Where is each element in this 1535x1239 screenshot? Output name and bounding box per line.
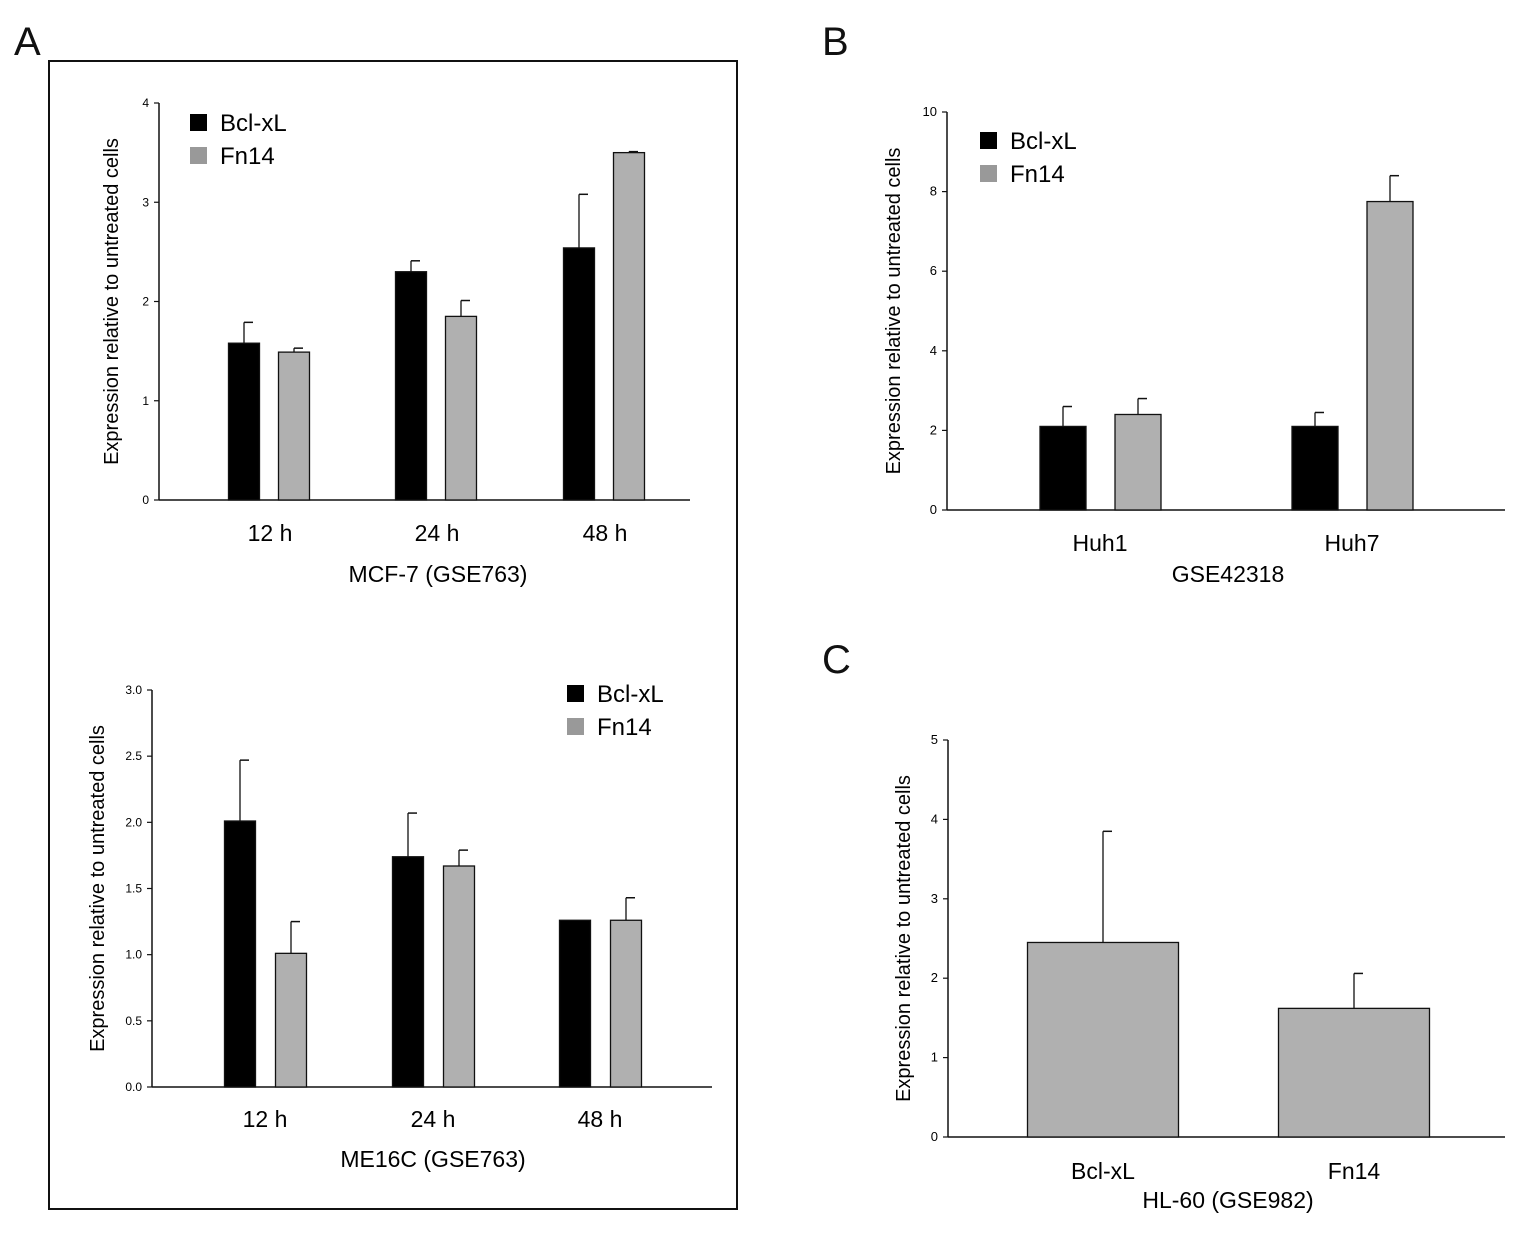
y-tick-label: 0 — [931, 1129, 938, 1144]
y-tick-label: 0 — [142, 493, 149, 507]
legend-swatch — [980, 165, 997, 182]
y-tick-label: 6 — [930, 263, 937, 278]
y-tick-label: 10 — [923, 104, 937, 119]
y-axis-label: Expression relative to untreated cells — [101, 138, 123, 465]
x-axis-label: ME16C (GSE763) — [340, 1146, 525, 1172]
legend-label: Fn14 — [220, 143, 275, 170]
y-tick-label: 5 — [931, 732, 938, 747]
bar-fn14 — [442, 865, 476, 1088]
panel-label-b: B — [822, 20, 849, 64]
x-tick-label: Huh1 — [1073, 530, 1128, 556]
x-tick-label: 12 h — [243, 1106, 288, 1132]
panel-label-c: C — [822, 638, 851, 682]
bar-bcl-xl — [223, 820, 257, 1088]
bar-bcl-xl — [227, 342, 261, 501]
bar-fn14 — [1366, 200, 1414, 511]
bar-fn14 — [1114, 413, 1162, 511]
y-tick-label: 2 — [930, 422, 937, 437]
y-axis-label: Expression relative to untreated cells — [893, 775, 915, 1102]
x-axis-label: GSE42318 — [1172, 561, 1285, 587]
x-tick-label: 24 h — [415, 520, 460, 546]
y-axis-label: Expression relative to untreated cells — [883, 148, 905, 475]
x-tick-label: Huh7 — [1325, 530, 1380, 556]
legend-swatch — [190, 114, 207, 131]
y-axis-label: Expression relative to untreated cells — [87, 725, 109, 1052]
x-tick-label: 48 h — [578, 1106, 623, 1132]
panel-label-a: A — [14, 20, 41, 64]
legend-swatch — [567, 718, 584, 735]
y-tick-label: 1.0 — [125, 948, 142, 962]
x-tick-label: Fn14 — [1328, 1158, 1381, 1184]
bar-bcl-xl — [1039, 425, 1087, 511]
bar-expression — [1277, 1007, 1431, 1138]
bar-fn14 — [609, 919, 643, 1088]
y-tick-label: 1 — [931, 1050, 938, 1065]
y-tick-label: 3.0 — [125, 683, 142, 697]
bar-bcl-xl — [394, 271, 428, 501]
legend-label: Bcl-xL — [597, 681, 664, 708]
x-tick-label: 48 h — [583, 520, 628, 546]
panel-a-frame — [48, 60, 738, 1210]
bar-expression — [1026, 941, 1180, 1138]
bar-fn14 — [277, 351, 311, 501]
x-tick-label: Bcl-xL — [1071, 1158, 1135, 1184]
legend-label: Bcl-xL — [1010, 128, 1077, 155]
y-tick-label: 0.5 — [125, 1014, 142, 1028]
y-tick-label: 3 — [931, 891, 938, 906]
y-tick-label: 2 — [931, 970, 938, 985]
bar-fn14 — [274, 952, 308, 1088]
bar-bcl-xl — [1291, 425, 1339, 511]
x-axis-label: HL-60 (GSE982) — [1142, 1187, 1313, 1213]
y-tick-label: 2 — [142, 295, 149, 309]
legend-swatch — [567, 685, 584, 702]
x-tick-label: 12 h — [248, 520, 293, 546]
y-tick-label: 2.5 — [125, 749, 142, 763]
y-tick-label: 1.5 — [125, 882, 142, 896]
y-tick-label: 2.0 — [125, 815, 142, 829]
legend-label: Fn14 — [597, 714, 652, 741]
y-tick-label: 1 — [142, 394, 149, 408]
y-tick-label: 4 — [930, 343, 937, 358]
bar-bcl-xl — [391, 856, 425, 1088]
y-tick-label: 4 — [931, 811, 938, 826]
bar-fn14 — [444, 315, 478, 501]
bar-bcl-xl — [558, 919, 592, 1088]
x-tick-label: 24 h — [411, 1106, 456, 1132]
bar-bcl-xl — [562, 247, 596, 501]
x-axis-label: MCF-7 (GSE763) — [349, 561, 528, 587]
legend-swatch — [980, 132, 997, 149]
y-tick-label: 3 — [142, 195, 149, 209]
y-tick-label: 0 — [930, 502, 937, 517]
y-tick-label: 0.0 — [125, 1080, 142, 1094]
bar-fn14 — [612, 151, 646, 501]
legend-label: Fn14 — [1010, 161, 1065, 188]
y-tick-label: 8 — [930, 184, 937, 199]
legend-swatch — [190, 147, 207, 164]
y-tick-label: 4 — [142, 96, 149, 110]
legend-label: Bcl-xL — [220, 110, 287, 137]
